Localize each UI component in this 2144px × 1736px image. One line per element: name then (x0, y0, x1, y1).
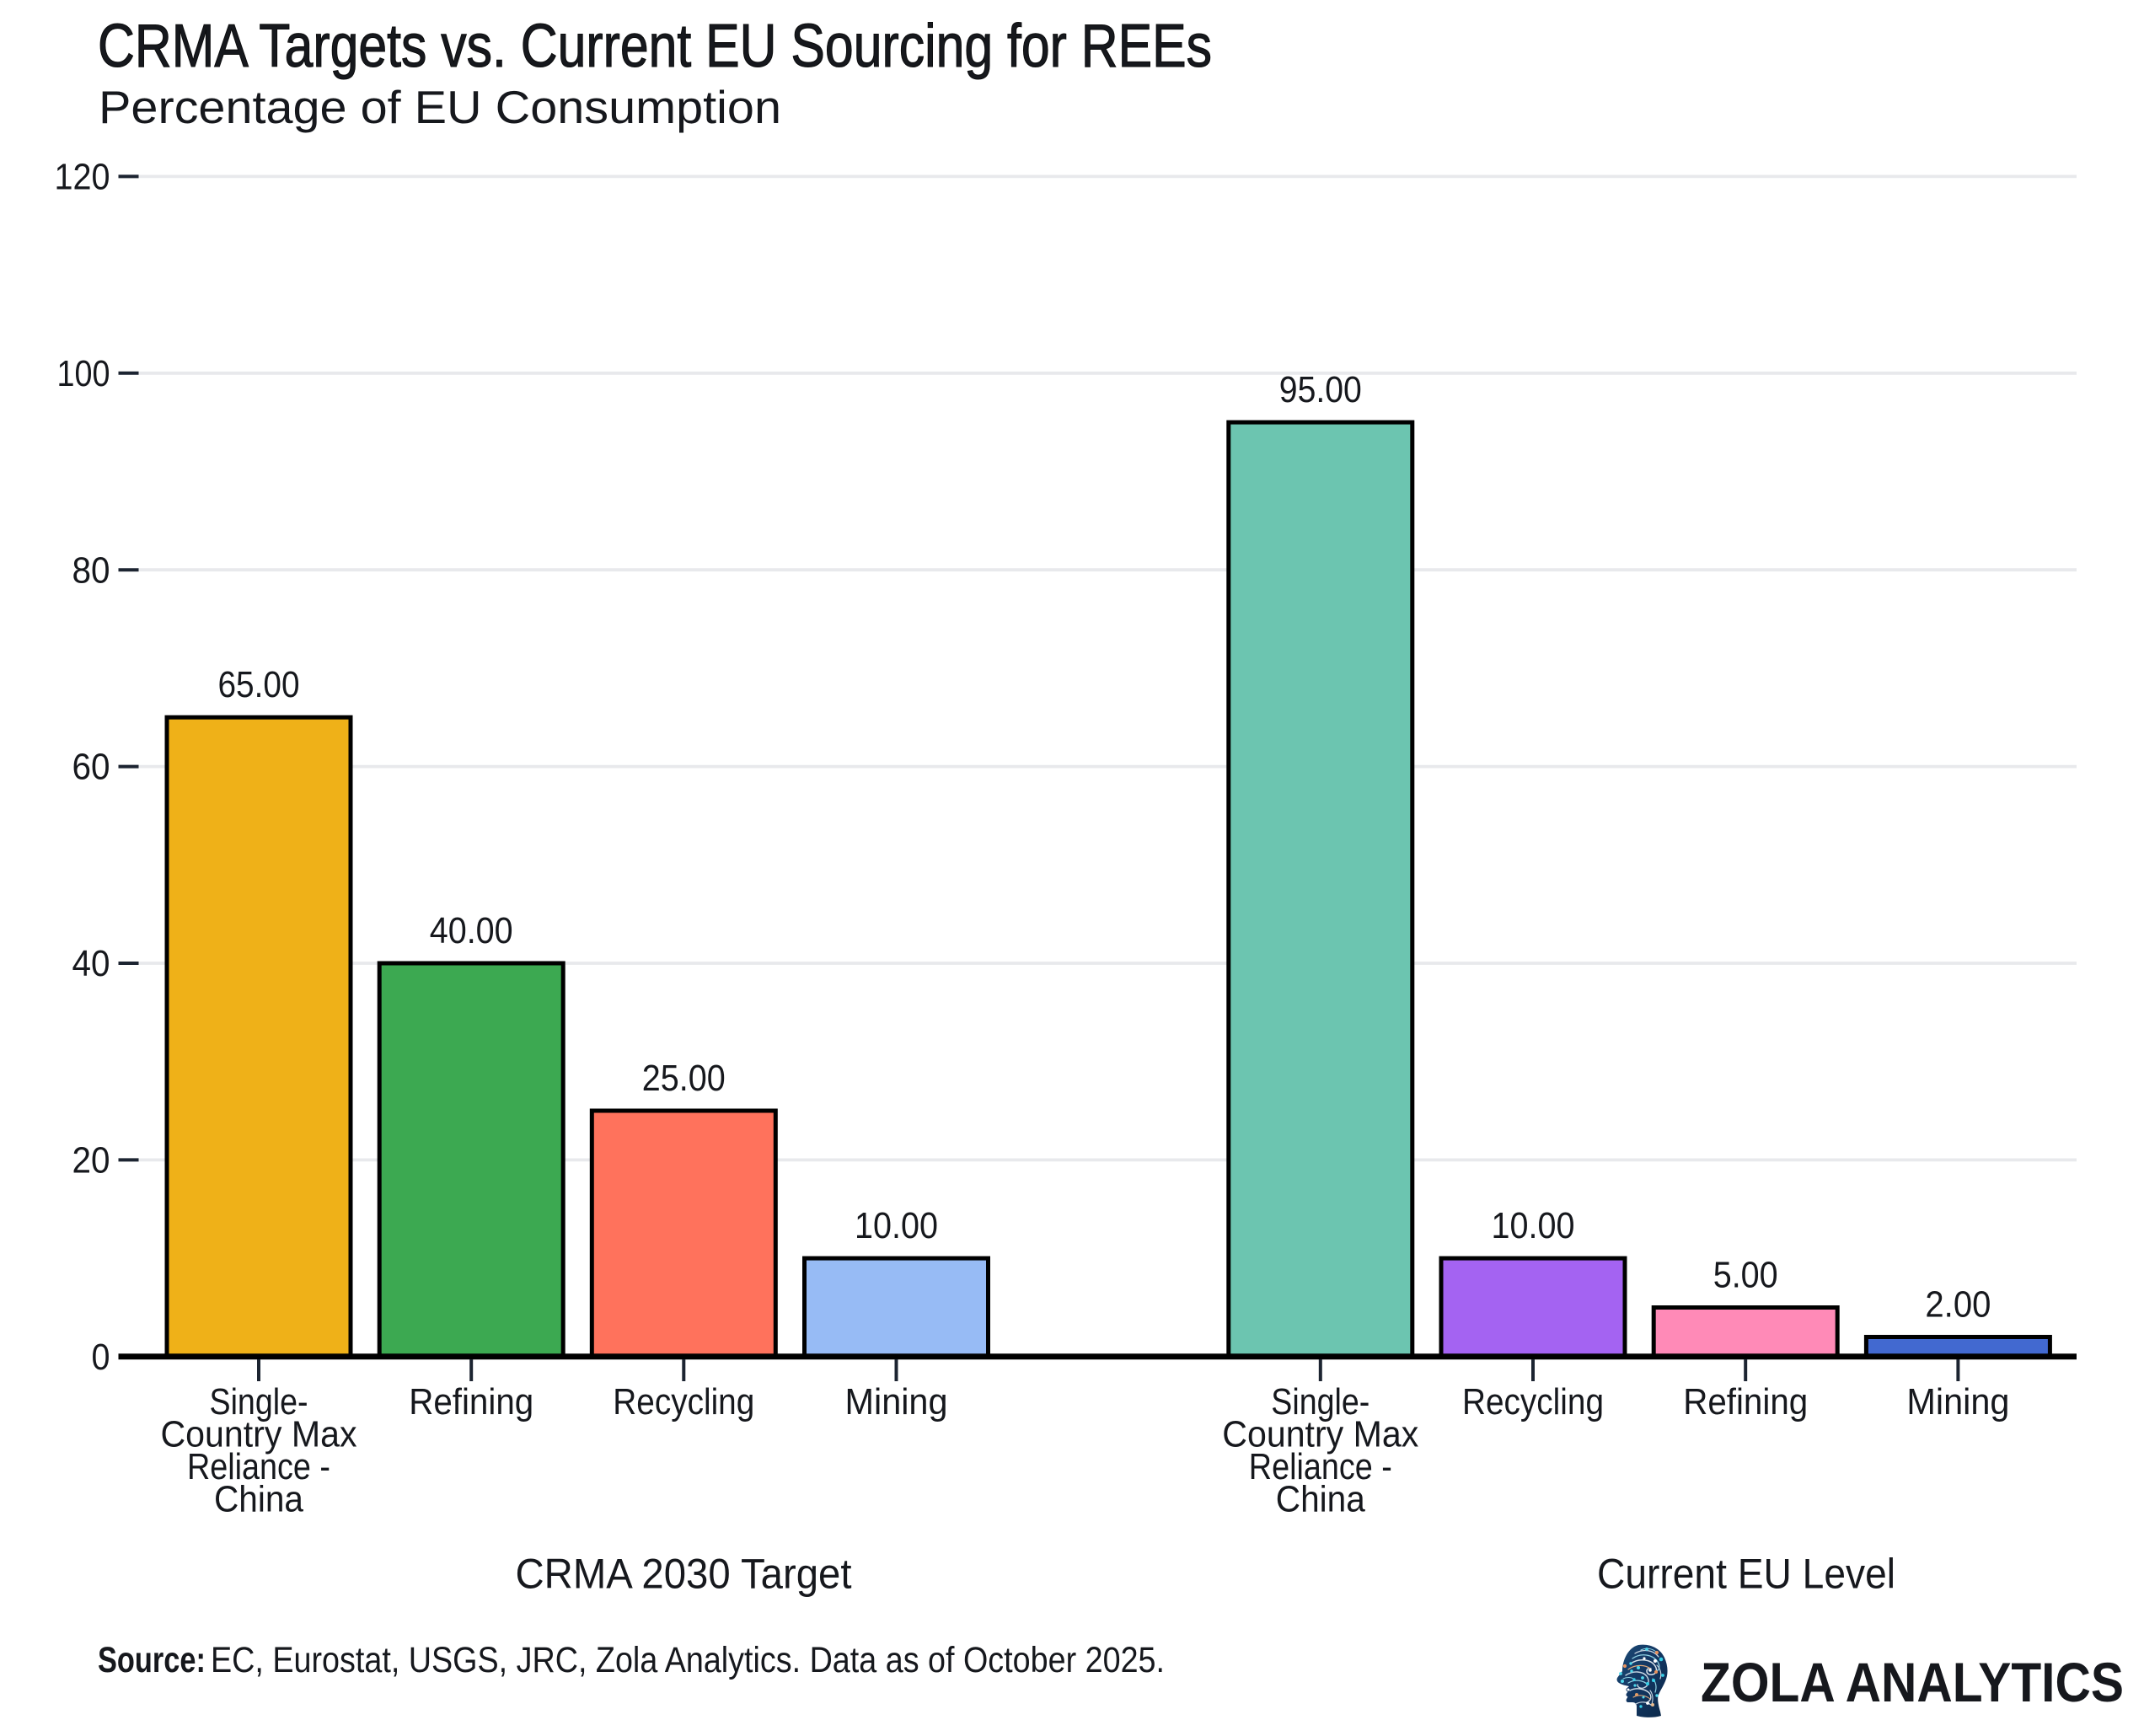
svg-text:2.00: 2.00 (1925, 1284, 1991, 1326)
svg-text:40.00: 40.00 (430, 910, 513, 951)
svg-text:Recycling: Recycling (1462, 1381, 1604, 1423)
svg-text:China: China (214, 1479, 303, 1520)
svg-text:Mining: Mining (1906, 1381, 2009, 1423)
svg-text:CRMA Targets vs. Current EU So: CRMA Targets vs. Current EU Sourcing for… (98, 13, 1212, 80)
svg-text:60: 60 (72, 747, 110, 788)
svg-text:Current EU Level: Current EU Level (1597, 1551, 1895, 1598)
svg-text:100: 100 (57, 353, 110, 394)
svg-text:Reliance -: Reliance - (187, 1446, 330, 1487)
svg-text:Refining: Refining (409, 1381, 533, 1423)
svg-text:Refining: Refining (1683, 1381, 1808, 1423)
svg-text:95.00: 95.00 (1279, 369, 1362, 410)
svg-text:25.00: 25.00 (642, 1058, 726, 1099)
svg-text:40: 40 (72, 943, 110, 984)
svg-text:Source:: Source: (98, 1640, 206, 1680)
svg-text:Single-: Single- (210, 1381, 308, 1423)
svg-text:Mining: Mining (845, 1381, 948, 1423)
svg-text:Country Max: Country Max (1222, 1414, 1418, 1455)
svg-text:EC, Eurostat, USGS, JRC, Zola: EC, Eurostat, USGS, JRC, Zola Analytics.… (211, 1640, 1165, 1680)
svg-text:Reliance -: Reliance - (1249, 1446, 1392, 1487)
svg-text:CRMA 2030 Target: CRMA 2030 Target (516, 1551, 852, 1598)
svg-text:0: 0 (92, 1337, 110, 1378)
svg-text:65.00: 65.00 (218, 664, 300, 705)
svg-text:Country Max: Country Max (161, 1414, 357, 1455)
svg-text:ZOLA ANALYTICS: ZOLA ANALYTICS (1701, 1651, 2124, 1713)
svg-text:20: 20 (72, 1140, 110, 1181)
svg-text:10.00: 10.00 (1492, 1205, 1575, 1246)
svg-text:Percentage of EU Consumption: Percentage of EU Consumption (99, 81, 781, 133)
svg-text:80: 80 (72, 549, 110, 591)
svg-text:5.00: 5.00 (1713, 1255, 1778, 1296)
svg-text:Recycling: Recycling (613, 1381, 754, 1423)
svg-text:120: 120 (55, 157, 110, 198)
svg-text:Single-: Single- (1271, 1381, 1369, 1423)
svg-text:10.00: 10.00 (855, 1205, 938, 1246)
svg-text:China: China (1276, 1479, 1365, 1520)
